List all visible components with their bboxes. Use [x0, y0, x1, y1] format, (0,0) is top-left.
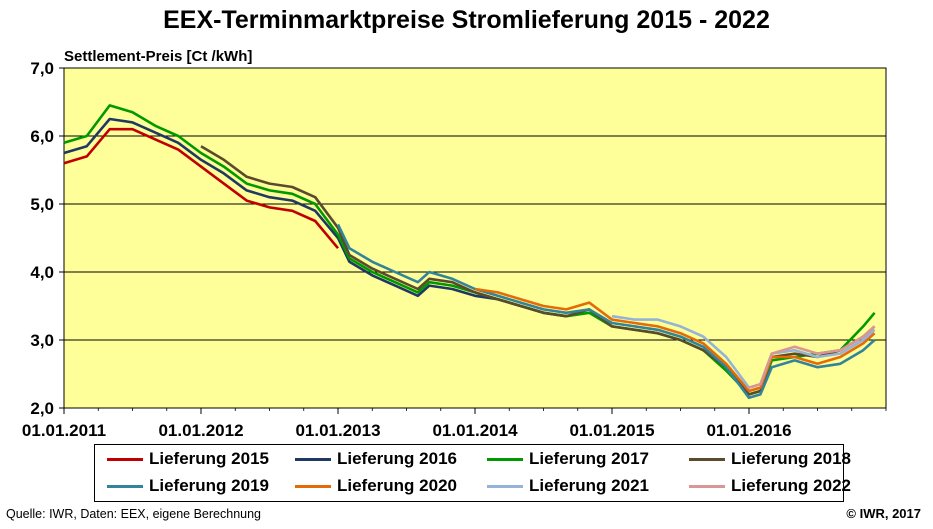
source-note: Quelle: IWR, Daten: EEX, eigene Berechnu… — [6, 507, 262, 521]
series-lines — [63, 104, 876, 400]
x-tick-label: 01.01.2011 — [22, 421, 106, 440]
x-tick-label: 01.01.2012 — [158, 421, 243, 440]
legend-swatch — [107, 457, 143, 461]
legend-swatch — [487, 484, 523, 488]
legend-item: Lieferung 2017 — [487, 449, 649, 469]
legend-swatch — [689, 457, 725, 461]
y-tick-label: 7,0 — [30, 59, 54, 78]
x-tick-label: 01.01.2014 — [432, 421, 518, 440]
y-tick-label: 3,0 — [30, 331, 54, 350]
legend-swatch — [295, 457, 331, 461]
legend-item: Lieferung 2016 — [295, 449, 457, 469]
series-line-lieferung-2015 — [63, 127, 339, 250]
legend-item: Lieferung 2020 — [295, 476, 457, 496]
legend-item: Lieferung 2022 — [689, 476, 851, 496]
y-tick-label: 4,0 — [30, 263, 54, 282]
series-line-lieferung-2020 — [474, 287, 876, 393]
legend-swatch — [487, 457, 523, 461]
legend-label: Lieferung 2020 — [337, 476, 457, 495]
y-tick-label: 2,0 — [30, 399, 54, 418]
grid-lines — [64, 135, 886, 341]
y-tick-label: 5,0 — [30, 195, 54, 214]
series-line-lieferung-2019 — [336, 223, 876, 400]
copyright-note: © IWR, 2017 — [846, 506, 921, 521]
legend-item: Lieferung 2015 — [107, 449, 269, 469]
legend-label: Lieferung 2019 — [149, 476, 269, 495]
legend-item: Lieferung 2018 — [689, 449, 851, 469]
y-axis-label: Settlement-Preis [Ct /kWh] — [64, 48, 253, 65]
x-tick-label: 01.01.2016 — [706, 421, 791, 440]
plot-area — [63, 67, 887, 409]
x-tick-label: 01.01.2015 — [569, 421, 654, 440]
x-axis: 01.01.2011 01.01.2012 01.01.2013 01.01.2014… — [22, 408, 887, 440]
legend-swatch — [107, 484, 143, 488]
y-tick-label: 6,0 — [30, 127, 54, 146]
y-axis: 2,0 3,0 4,0 5,0 6,0 7,0 — [30, 59, 64, 418]
series-line-lieferung-2016 — [63, 117, 567, 318]
series-line-lieferung-2022 — [748, 325, 876, 389]
x-tick-label: 01.01.2013 — [295, 421, 380, 440]
legend: Lieferung 2015 Lieferung 2016 Lieferung 20… — [94, 444, 851, 502]
legend-label: Lieferung 2015 — [149, 449, 269, 468]
legend-label: Lieferung 2017 — [529, 449, 649, 468]
line-chart: 2,03,04,05,06,07,0 01.01.2011 01.01.2012 0… — [22, 59, 887, 440]
legend-item: Lieferung 2019 — [107, 476, 269, 496]
legend-label: Lieferung 2021 — [529, 476, 649, 495]
legend-swatch — [295, 484, 331, 488]
legend-label: Lieferung 2016 — [337, 449, 457, 468]
legend-swatch — [689, 484, 725, 488]
chart-title: EEX-Terminmarktpreise Stromlieferung 201… — [163, 6, 770, 34]
legend-label: Lieferung 2018 — [731, 449, 851, 468]
legend-item: Lieferung 2021 — [487, 476, 649, 496]
legend-label: Lieferung 2022 — [731, 476, 851, 495]
